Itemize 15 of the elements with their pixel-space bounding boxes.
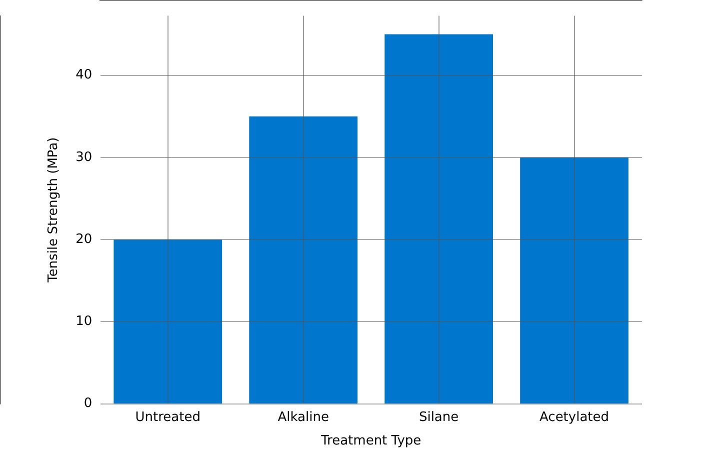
y-tick-label: 20 (76, 232, 92, 247)
y-tick-label: 30 (76, 150, 92, 165)
x-tick-label: Untreated (135, 410, 200, 425)
x-tick-label: Silane (418, 410, 459, 425)
y-tick-label: 0 (84, 396, 92, 412)
bar (114, 240, 222, 404)
y-tick-label: 40 (76, 68, 92, 83)
x-tick-label: Alkaline (278, 410, 329, 425)
y-tick-label: 10 (76, 314, 92, 330)
x-tick-label: Acetylated (540, 410, 610, 425)
y-axis-title: Tensile Strength (MPa) (46, 137, 62, 284)
bar (520, 157, 628, 404)
bar (384, 34, 493, 404)
bar (249, 116, 358, 404)
x-axis-title: Treatment Type (320, 434, 422, 449)
